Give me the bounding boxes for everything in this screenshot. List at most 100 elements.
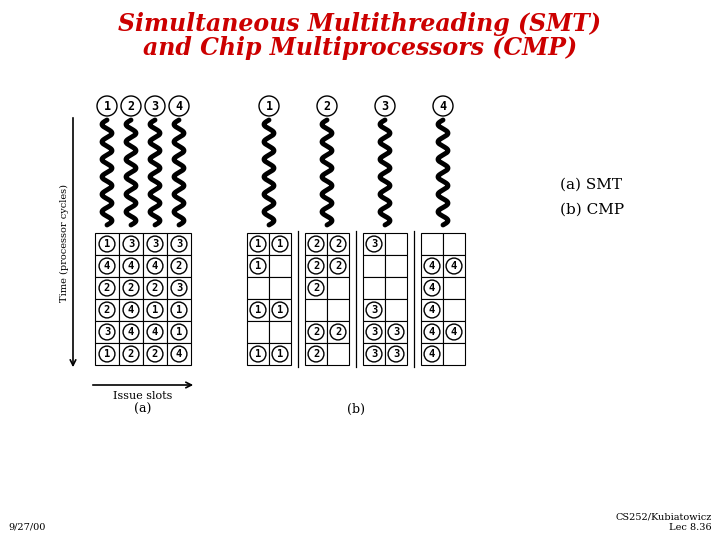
- Bar: [385, 233, 407, 255]
- Bar: [143, 343, 167, 365]
- Text: and Chip Multiprocessors (CMP): and Chip Multiprocessors (CMP): [143, 36, 577, 60]
- Circle shape: [171, 236, 187, 252]
- Bar: [143, 321, 167, 343]
- Bar: [385, 321, 407, 343]
- Circle shape: [169, 96, 189, 116]
- Text: (a): (a): [135, 402, 152, 415]
- Circle shape: [330, 324, 346, 340]
- Bar: [421, 343, 443, 365]
- Text: 2: 2: [152, 349, 158, 359]
- Circle shape: [123, 258, 139, 274]
- Circle shape: [97, 96, 117, 116]
- Text: 4: 4: [128, 327, 134, 337]
- Bar: [167, 343, 191, 365]
- Bar: [119, 277, 143, 299]
- Bar: [421, 233, 443, 255]
- Circle shape: [424, 302, 440, 318]
- Bar: [363, 255, 385, 277]
- Text: 3: 3: [152, 239, 158, 249]
- Text: 2: 2: [152, 283, 158, 293]
- Text: 2: 2: [335, 239, 341, 249]
- Bar: [95, 299, 119, 321]
- Circle shape: [250, 302, 266, 318]
- Text: 2: 2: [313, 261, 319, 271]
- Circle shape: [259, 96, 279, 116]
- Bar: [143, 255, 167, 277]
- Text: 4: 4: [429, 327, 435, 337]
- Circle shape: [272, 346, 288, 362]
- Text: Simultaneous Multithreading (SMT): Simultaneous Multithreading (SMT): [119, 12, 601, 36]
- Text: 1: 1: [152, 305, 158, 315]
- Text: 2: 2: [104, 283, 110, 293]
- Circle shape: [366, 302, 382, 318]
- Text: 3: 3: [371, 239, 377, 249]
- Bar: [363, 233, 385, 255]
- Text: 4: 4: [176, 99, 183, 112]
- Bar: [95, 343, 119, 365]
- Text: 4: 4: [429, 349, 435, 359]
- Bar: [385, 343, 407, 365]
- Bar: [327, 255, 349, 277]
- Text: 1: 1: [255, 305, 261, 315]
- Circle shape: [123, 302, 139, 318]
- Circle shape: [121, 96, 141, 116]
- Circle shape: [366, 236, 382, 252]
- Bar: [247, 343, 269, 365]
- Circle shape: [308, 236, 324, 252]
- Text: 1: 1: [277, 349, 283, 359]
- Circle shape: [308, 324, 324, 340]
- Text: 4: 4: [439, 99, 446, 112]
- Circle shape: [308, 258, 324, 274]
- Text: (b) CMP: (b) CMP: [560, 203, 624, 217]
- Bar: [119, 299, 143, 321]
- Bar: [143, 299, 167, 321]
- Circle shape: [330, 258, 346, 274]
- Text: 2: 2: [128, 349, 134, 359]
- Text: 3: 3: [382, 99, 389, 112]
- Bar: [421, 299, 443, 321]
- Circle shape: [99, 236, 115, 252]
- Circle shape: [171, 302, 187, 318]
- Circle shape: [317, 96, 337, 116]
- Circle shape: [171, 346, 187, 362]
- Bar: [443, 277, 465, 299]
- Circle shape: [99, 302, 115, 318]
- Circle shape: [99, 346, 115, 362]
- Bar: [443, 233, 465, 255]
- Bar: [119, 255, 143, 277]
- Circle shape: [147, 346, 163, 362]
- Bar: [443, 343, 465, 365]
- Text: 3: 3: [393, 349, 399, 359]
- Text: 1: 1: [104, 239, 110, 249]
- Circle shape: [446, 324, 462, 340]
- Text: 3: 3: [393, 327, 399, 337]
- Bar: [305, 321, 327, 343]
- Circle shape: [123, 324, 139, 340]
- Text: 3: 3: [371, 349, 377, 359]
- Bar: [363, 321, 385, 343]
- Circle shape: [99, 258, 115, 274]
- Text: 1: 1: [255, 261, 261, 271]
- Text: 1: 1: [255, 349, 261, 359]
- Bar: [421, 255, 443, 277]
- Text: 2: 2: [335, 327, 341, 337]
- Circle shape: [388, 346, 404, 362]
- Bar: [247, 299, 269, 321]
- Circle shape: [424, 258, 440, 274]
- Circle shape: [147, 280, 163, 296]
- Bar: [95, 233, 119, 255]
- Circle shape: [99, 324, 115, 340]
- Circle shape: [388, 324, 404, 340]
- Circle shape: [433, 96, 453, 116]
- Bar: [95, 321, 119, 343]
- Circle shape: [424, 280, 440, 296]
- Bar: [95, 277, 119, 299]
- Bar: [443, 255, 465, 277]
- Bar: [269, 233, 291, 255]
- Bar: [119, 321, 143, 343]
- Text: 1: 1: [277, 305, 283, 315]
- Text: (b): (b): [347, 402, 365, 415]
- Text: 4: 4: [152, 261, 158, 271]
- Bar: [269, 255, 291, 277]
- Text: 2: 2: [323, 99, 330, 112]
